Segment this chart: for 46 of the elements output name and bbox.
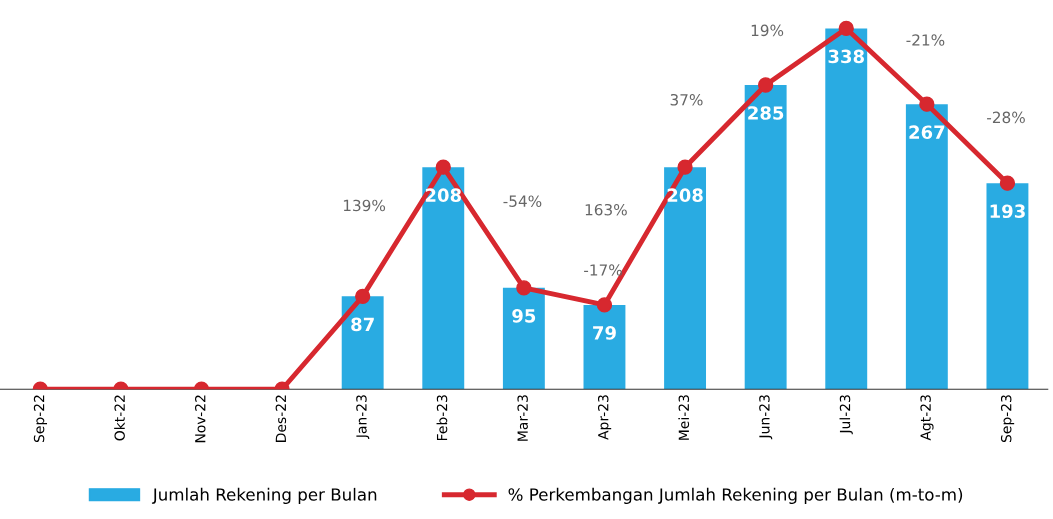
x-tick-label: Nov-22 [195,395,206,443]
x-tick-label: Apr-23 [597,395,612,440]
point [677,159,693,175]
annotation: -21% [906,34,945,46]
data-label: 285 [748,106,784,120]
point [838,20,854,37]
data-label: 338 [828,49,864,64]
point [758,77,774,93]
bar [422,167,465,390]
annotation: -54% [503,195,542,207]
bar [744,85,787,390]
annotation: 37% [670,93,703,106]
data-label: 79 [593,326,616,340]
x-tick-label: Feb-23 [436,395,448,441]
x-tick-label: Sep-22 [33,395,48,443]
data-label: 193 [990,204,1025,219]
annotation: 139% [343,199,386,212]
x-tick-label: Jan-23 [356,395,370,439]
annotation: -28% [987,111,1025,124]
data-label: 267 [909,125,945,140]
point [919,96,935,112]
x-tick-label: Des-22 [275,395,287,442]
bar [664,167,707,390]
bar [583,304,626,390]
x-tick-label: Agt-23 [920,395,934,441]
x-tick-label: Jun-23 [759,395,773,440]
bar [986,183,1029,390]
point [999,175,1016,191]
bar [905,104,948,390]
annotation: -17% [584,264,622,276]
x-tick-label: Jul-23 [839,395,853,435]
bar [825,28,868,390]
data-label: 87 [351,317,374,332]
data-label: 95 [512,309,536,323]
bar [502,287,545,390]
legend-label: Jumlah Rekening per Bulan [151,487,377,504]
bar [341,296,384,390]
annotation: 19% [751,24,784,37]
x-tick-label: Sep-23 [1000,395,1015,443]
annotation: 163% [585,203,627,216]
x-tick-label: Mar-23 [517,395,528,441]
data-label: 208 [425,188,461,203]
legend-label: % Perkembangan Jumlah Rekening per Bulan (m-to-m) [508,487,963,504]
x-tick-label: Okt-22 [114,395,125,441]
point [435,159,451,175]
x-tick-label: Mei-23 [678,395,690,440]
